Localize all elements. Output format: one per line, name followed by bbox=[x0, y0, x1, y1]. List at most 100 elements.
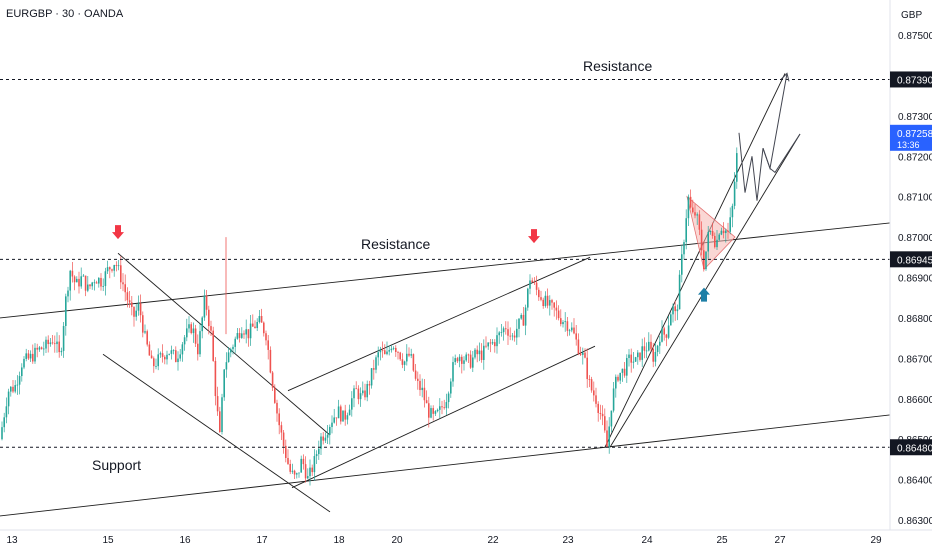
candle-body bbox=[357, 388, 360, 400]
upper-trend bbox=[0, 222, 891, 319]
y-tick-label: 0.87100 bbox=[898, 193, 932, 204]
candle-body bbox=[3, 417, 5, 428]
candle-body bbox=[436, 409, 439, 412]
candle-body bbox=[676, 309, 679, 312]
x-tick-label: 13 bbox=[6, 535, 18, 546]
resistance-top-price-bg bbox=[890, 71, 932, 88]
candle-body bbox=[538, 289, 540, 298]
candle-body bbox=[555, 307, 558, 311]
candle-body bbox=[489, 342, 492, 344]
support-label: Support bbox=[92, 457, 141, 473]
candle-body bbox=[722, 230, 725, 234]
projection-path bbox=[738, 73, 788, 201]
candle-body bbox=[335, 417, 338, 419]
candle-body bbox=[93, 282, 96, 284]
candle-body bbox=[232, 346, 234, 350]
candle-body bbox=[340, 406, 342, 422]
y-tick-label: 0.87000 bbox=[898, 233, 932, 244]
candle-body bbox=[1, 427, 3, 440]
candle-body bbox=[203, 295, 206, 318]
candle-body bbox=[89, 284, 91, 287]
candle-body bbox=[51, 342, 54, 344]
candle-body bbox=[392, 347, 395, 349]
candle-body bbox=[210, 326, 212, 331]
candle-body bbox=[157, 354, 159, 367]
candle-body bbox=[439, 406, 441, 410]
candle-body bbox=[238, 333, 241, 338]
candle-body bbox=[38, 347, 41, 350]
candle-body bbox=[522, 314, 525, 326]
candle-body bbox=[177, 358, 179, 363]
candle-body bbox=[648, 341, 650, 351]
candle-body bbox=[267, 340, 269, 350]
candle-body bbox=[227, 352, 230, 363]
candle-body bbox=[612, 388, 615, 411]
candle-body bbox=[623, 368, 626, 376]
symbol-title[interactable]: EURGBP · 30 · OANDA bbox=[6, 8, 124, 20]
candle-body bbox=[608, 426, 610, 448]
candle-body bbox=[25, 353, 27, 359]
candle-body bbox=[379, 349, 382, 353]
current-price: 0.87258 bbox=[897, 129, 932, 140]
y-tick-label: 0.86700 bbox=[898, 354, 932, 365]
candle-body bbox=[665, 334, 668, 338]
candle-body bbox=[476, 349, 478, 355]
candle-body bbox=[54, 343, 56, 345]
candle-body bbox=[296, 473, 298, 475]
candle-body bbox=[120, 265, 122, 283]
falling-channel-top bbox=[117, 252, 331, 436]
candle-body bbox=[474, 349, 476, 358]
candle-body bbox=[700, 229, 703, 251]
candle-body bbox=[315, 454, 318, 457]
candle-body bbox=[513, 335, 516, 338]
candle-body bbox=[634, 357, 637, 362]
candle-body bbox=[45, 339, 47, 349]
trend-lines-layer bbox=[0, 73, 891, 517]
candle-body bbox=[399, 352, 401, 360]
candle-body bbox=[146, 331, 148, 345]
candle-body bbox=[342, 410, 344, 422]
candle-body bbox=[573, 327, 575, 334]
candle-body bbox=[641, 346, 643, 360]
candle-body bbox=[586, 357, 588, 380]
candle-body bbox=[720, 230, 723, 235]
candle-body bbox=[285, 445, 287, 458]
candle-body bbox=[106, 267, 109, 272]
candle-body bbox=[307, 476, 309, 479]
candle-body bbox=[124, 284, 126, 293]
candle-body bbox=[557, 310, 560, 319]
y-tick-label: 0.86900 bbox=[898, 274, 932, 285]
x-tick-label: 18 bbox=[333, 535, 345, 546]
candle-body bbox=[516, 328, 518, 338]
candle-body bbox=[60, 350, 63, 353]
candle-body bbox=[485, 345, 487, 347]
candle-body bbox=[368, 384, 371, 386]
candle-body bbox=[615, 376, 617, 389]
candles-layer bbox=[1, 147, 738, 486]
candle-body bbox=[544, 295, 547, 307]
candle-body bbox=[461, 356, 463, 364]
candle-body bbox=[252, 323, 254, 327]
candle-body bbox=[78, 278, 80, 287]
x-tick-label: 16 bbox=[179, 535, 191, 546]
candle-body bbox=[109, 267, 111, 270]
candle-body bbox=[337, 406, 340, 419]
candle-body bbox=[65, 296, 67, 326]
candle-body bbox=[597, 403, 599, 413]
y-tick-label: 0.86400 bbox=[898, 476, 932, 487]
candle-body bbox=[289, 463, 291, 472]
candle-body bbox=[588, 379, 591, 380]
candle-body bbox=[16, 384, 19, 386]
candle-body bbox=[509, 335, 511, 337]
candle-body bbox=[454, 358, 456, 363]
candle-body bbox=[115, 265, 118, 266]
candle-body bbox=[549, 300, 551, 306]
candle-body bbox=[417, 378, 419, 381]
x-tick-label: 24 bbox=[641, 535, 653, 546]
candle-body bbox=[432, 408, 434, 414]
candle-body bbox=[190, 324, 192, 334]
candle-body bbox=[27, 353, 30, 359]
candle-body bbox=[458, 356, 461, 362]
